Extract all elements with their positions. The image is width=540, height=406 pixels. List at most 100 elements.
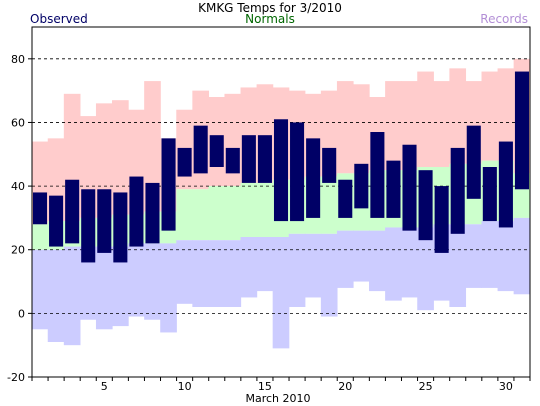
tick-labels: -20 0 20 40 60 80 5 10 15 20 25 30 — [7, 53, 513, 393]
record-low-bar-day-6 — [112, 246, 129, 327]
legend-normals: Normals — [245, 12, 295, 26]
observed-bar-day-1 — [33, 192, 48, 225]
record-high-bar-day-27 — [449, 68, 467, 164]
record-high-bar-day-21 — [352, 84, 370, 174]
record-low-bar-day-9 — [160, 243, 177, 333]
record-high-bar-day-23 — [385, 81, 402, 171]
record-low-bar-day-7 — [128, 243, 145, 317]
record-low-bar-day-21 — [352, 230, 370, 282]
y-tick-label-60: 60 — [11, 116, 25, 129]
record-low-bar-day-17 — [288, 233, 306, 307]
record-low-bar-day-16 — [272, 237, 290, 349]
observed-bar-day-25 — [418, 170, 433, 241]
normal-range-bar-day-10 — [176, 189, 193, 241]
observed-bar-day-30 — [498, 141, 513, 228]
record-high-bar-day-30 — [497, 68, 515, 161]
record-low-bar-day-8 — [144, 243, 161, 320]
record-low-bar-day-29 — [481, 221, 499, 288]
record-low-bar-day-10 — [176, 240, 193, 304]
y-tick-label-40: 40 — [11, 180, 25, 193]
record-low-bar-day-3 — [63, 246, 81, 346]
observed-bar-day-23 — [386, 160, 401, 218]
observed-bar-day-20 — [338, 179, 353, 218]
y-tick-label--20: -20 — [7, 371, 25, 384]
observed-bar-day-17 — [290, 122, 305, 222]
observed-bar-day-4 — [81, 189, 96, 263]
observed-bar-day-8 — [145, 182, 160, 244]
observed-bar-day-26 — [434, 186, 449, 253]
record-high-bar-day-29 — [481, 71, 499, 161]
x-tick-label-25: 25 — [419, 380, 433, 393]
legend-observed: Observed — [30, 12, 88, 26]
observed-bar-day-13 — [225, 147, 240, 174]
axis-ticks — [28, 58, 531, 381]
observed-bar-day-10 — [177, 147, 192, 177]
plot-frame — [31, 26, 531, 378]
record-low-bar-day-28 — [465, 224, 483, 288]
legend-records: Records — [480, 12, 528, 26]
record-low-bar-day-5 — [95, 246, 113, 330]
record-low-bar-day-25 — [417, 227, 434, 311]
y-tick-label-20: 20 — [11, 244, 25, 257]
record-high-bar-day-25 — [417, 71, 434, 167]
x-tick-label-15: 15 — [258, 380, 272, 393]
record-low-bar-day-31 — [513, 217, 531, 295]
record-low-bar-day-14 — [240, 237, 258, 298]
y-tick-label-0: 0 — [18, 307, 25, 320]
observed-bar-day-6 — [113, 192, 128, 263]
observed-bar-day-9 — [161, 138, 176, 231]
observed-bar-day-15 — [257, 135, 272, 183]
chart-title: KMKG Temps for 3/2010 — [198, 1, 342, 15]
record-low-bar-day-19 — [320, 233, 338, 317]
observed-bar-day-19 — [322, 147, 337, 183]
observed-bar-day-29 — [482, 167, 497, 222]
record-low-bar-day-11 — [192, 240, 210, 307]
record-low-bar-day-12 — [208, 240, 226, 307]
record-low-bar-day-18 — [304, 233, 322, 298]
x-tick-label-5: 5 — [101, 380, 108, 393]
normal-range-bar-day-15 — [256, 182, 274, 237]
normal-range-bar-day-13 — [224, 186, 242, 241]
normal-range-bar-day-12 — [208, 186, 226, 241]
record-low-bar-day-20 — [336, 230, 354, 288]
observed-bar-day-22 — [370, 132, 385, 218]
record-low-bar-day-15 — [256, 237, 274, 292]
observed-bar-day-5 — [97, 189, 112, 253]
record-low-bar-day-13 — [224, 240, 242, 307]
observed-bar-day-2 — [49, 195, 64, 247]
observed-bar-day-27 — [450, 147, 465, 234]
record-low-bar-day-27 — [449, 224, 467, 307]
observed-bar-day-24 — [402, 144, 417, 231]
record-low-bar-day-23 — [385, 227, 402, 301]
record-low-bar-day-2 — [47, 249, 65, 342]
normal-range-bar-day-1 — [31, 224, 49, 250]
observed-bar-day-12 — [209, 135, 224, 167]
observed-bars — [33, 71, 529, 263]
record-low-bar-day-4 — [79, 246, 97, 320]
record-low-bar-day-30 — [497, 221, 515, 292]
observed-bar-day-21 — [354, 163, 369, 209]
record-low-bar-day-22 — [369, 230, 386, 292]
record-low-bar-day-1 — [31, 249, 49, 330]
x-tick-label-30: 30 — [499, 380, 513, 393]
observed-bar-day-3 — [65, 179, 80, 244]
observed-bar-day-14 — [241, 135, 256, 183]
normal-range-bar-day-19 — [320, 176, 338, 234]
y-tick-label-80: 80 — [11, 53, 25, 66]
record-low-bar-day-24 — [401, 227, 418, 298]
normal-range-bar-day-11 — [192, 189, 210, 241]
record-high-bar-day-8 — [144, 81, 161, 212]
normal-range-bar-day-14 — [240, 182, 258, 237]
x-tick-label-20: 20 — [338, 380, 352, 393]
observed-bar-day-28 — [466, 125, 481, 199]
observed-bar-day-18 — [306, 138, 321, 218]
record-high-bar-day-26 — [433, 81, 450, 167]
x-axis-label: March 2010 — [245, 392, 310, 405]
observed-bar-day-31 — [514, 71, 529, 190]
observed-bar-day-16 — [273, 119, 289, 222]
observed-bar-day-7 — [129, 176, 144, 247]
x-tick-label-10: 10 — [178, 380, 192, 393]
record-high-bar-day-20 — [336, 81, 354, 174]
observed-bar-day-11 — [193, 125, 208, 174]
